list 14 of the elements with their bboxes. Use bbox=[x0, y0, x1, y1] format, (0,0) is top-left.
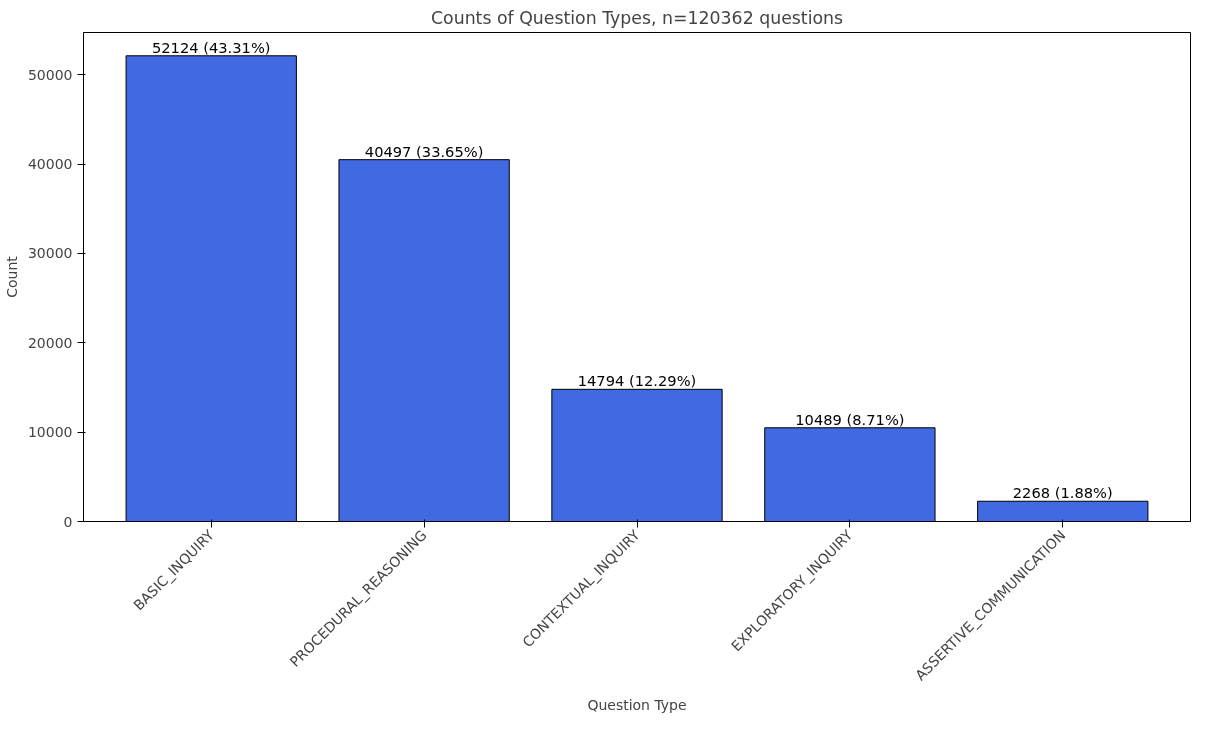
y-tick-label: 20000 bbox=[27, 334, 73, 351]
data-label: 14794 (12.29%) bbox=[577, 372, 697, 390]
x-axis-title: Question Type bbox=[587, 696, 687, 713]
y-tick-label: 0 bbox=[63, 513, 73, 530]
data-label: 40497 (33.65%) bbox=[364, 142, 484, 160]
y-tick-label: 10000 bbox=[27, 424, 73, 441]
y-tick-label: 30000 bbox=[27, 245, 73, 262]
y-tick-label: 40000 bbox=[27, 156, 73, 173]
data-label: 10489 (8.71%) bbox=[795, 410, 905, 428]
chart-title: Counts of Question Types, n=120362 questions bbox=[430, 7, 844, 28]
y-tick-label: 50000 bbox=[27, 66, 73, 83]
data-label: 2268 (1.88%) bbox=[1012, 484, 1113, 502]
data-label: 52124 (43.31%) bbox=[151, 38, 271, 56]
y-axis-title: Count bbox=[3, 255, 20, 298]
